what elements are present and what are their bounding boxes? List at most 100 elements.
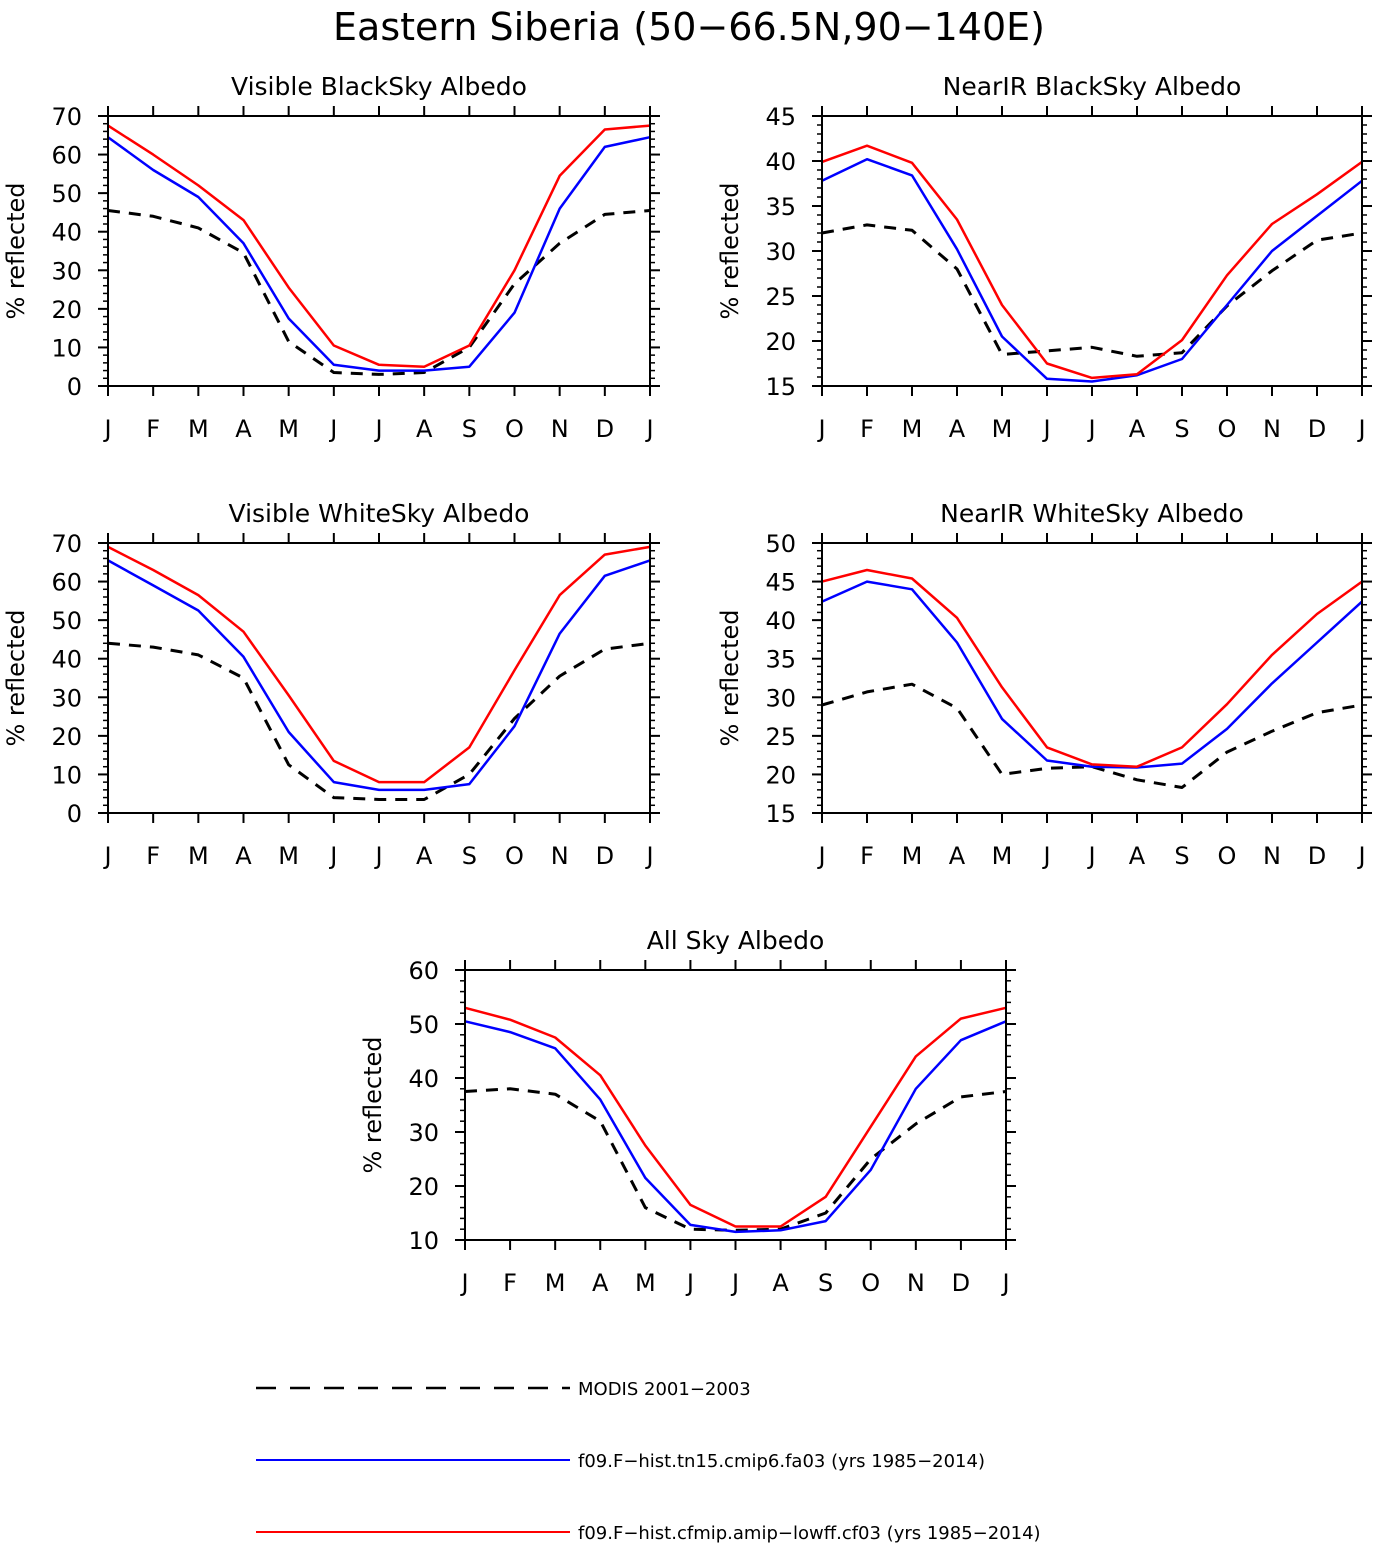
panel-title: All Sky Albedo (647, 926, 825, 955)
x-tick-label: J (1086, 842, 1095, 870)
x-tick-label: J (1041, 842, 1050, 870)
x-tick-label: M (278, 415, 299, 443)
x-tick-label: A (1129, 842, 1146, 870)
y-tick-label: 35 (765, 646, 796, 674)
x-tick-label: J (328, 842, 337, 870)
x-tick-label: A (1129, 415, 1146, 443)
x-tick-label: S (1174, 842, 1189, 870)
y-tick-label: 60 (408, 957, 439, 985)
x-tick-label: J (816, 842, 825, 870)
x-tick-label: J (644, 842, 653, 870)
x-tick-label: M (188, 415, 209, 443)
y-tick-label: 15 (765, 800, 796, 828)
y-tick-label: 40 (765, 607, 796, 635)
x-tick-label: M (902, 842, 923, 870)
x-tick-label: J (1000, 1269, 1009, 1297)
x-tick-label: J (373, 842, 382, 870)
legend-item-fa03: f09.F−hist.tn15.cmip6.fa03 (yrs 1985−201… (256, 1451, 985, 1472)
x-tick-label: S (818, 1269, 833, 1297)
x-tick-label: A (592, 1269, 609, 1297)
series-line-cf03 (821, 568, 1363, 768)
y-tick-label: 40 (51, 219, 82, 247)
x-tick-label: A (416, 415, 433, 443)
y-axis-label: % reflected (359, 1036, 387, 1173)
main-title: Eastern Siberia (50−66.5N,90−140E) (333, 5, 1045, 49)
x-tick-label: A (772, 1269, 789, 1297)
x-tick-label: F (503, 1269, 517, 1297)
legend: MODIS 2001−2003 f09.F−hist.tn15.cmip6.fa0… (256, 1379, 1041, 1544)
y-tick-label: 40 (765, 148, 796, 176)
y-axis-label: % reflected (716, 182, 744, 319)
x-tick-label: O (861, 1269, 880, 1297)
x-tick-label: J (1356, 415, 1365, 443)
plot-frame (107, 542, 651, 814)
series-line-cf03 (464, 1006, 1007, 1228)
x-tick-label: D (952, 1269, 970, 1297)
x-tick-label: J (1041, 415, 1050, 443)
y-tick-label: 30 (51, 257, 82, 285)
series-line-cf03 (107, 545, 651, 784)
legend-item-cf03: f09.F−hist.cfmip.amip−lowff.cf03 (yrs 19… (256, 1523, 1041, 1544)
y-axis-label: % reflected (2, 609, 30, 746)
y-tick-label: 30 (408, 1119, 439, 1147)
plot-frame (821, 115, 1363, 387)
series-line-fa03 (821, 580, 1363, 769)
y-tick-label: 60 (51, 142, 82, 170)
x-tick-label: N (1263, 415, 1281, 443)
x-tick-label: M (902, 415, 923, 443)
series-line-modis (464, 1087, 1007, 1232)
axis-ticks (98, 106, 660, 396)
axis-ticks (455, 960, 1016, 1250)
plot-frame (107, 115, 651, 387)
series-line-modis (107, 641, 651, 801)
x-tick-label: D (596, 415, 614, 443)
x-tick-label: O (1218, 842, 1237, 870)
legend-label: MODIS 2001−2003 (578, 1379, 751, 1400)
x-tick-label: S (1174, 415, 1189, 443)
y-tick-label: 20 (765, 761, 796, 789)
series-line-modis (821, 223, 1363, 358)
x-tick-label: F (860, 415, 874, 443)
y-tick-label: 0 (67, 373, 82, 401)
x-tick-label: J (644, 415, 653, 443)
y-tick-label: 0 (67, 800, 82, 828)
y-tick-label: 25 (765, 723, 796, 751)
x-tick-label: D (1308, 842, 1326, 870)
x-tick-label: N (907, 1269, 925, 1297)
x-tick-label: J (102, 842, 111, 870)
y-tick-label: 15 (765, 373, 796, 401)
x-tick-label: M (188, 842, 209, 870)
x-tick-label: J (1356, 842, 1365, 870)
x-tick-label: A (235, 842, 252, 870)
x-tick-label: M (545, 1269, 566, 1297)
y-tick-label: 30 (765, 684, 796, 712)
x-tick-label: N (551, 842, 569, 870)
y-tick-label: 20 (765, 328, 796, 356)
y-tick-label: 20 (51, 296, 82, 324)
x-tick-label: M (992, 842, 1013, 870)
x-tick-label: S (462, 842, 477, 870)
x-tick-label: J (816, 415, 825, 443)
x-tick-label: A (416, 842, 433, 870)
legend-item-modis: MODIS 2001−2003 (256, 1379, 751, 1400)
y-tick-label: 50 (408, 1011, 439, 1039)
y-tick-label: 45 (765, 103, 796, 131)
panel-title: NearIR BlackSky Albedo (943, 72, 1242, 101)
y-tick-label: 20 (408, 1173, 439, 1201)
plot-frame (821, 542, 1363, 814)
x-tick-label: J (730, 1269, 739, 1297)
y-tick-label: 30 (765, 238, 796, 266)
y-tick-label: 50 (51, 607, 82, 635)
y-tick-label: 30 (51, 684, 82, 712)
panel-title: Visible BlackSky Albedo (231, 72, 527, 101)
x-tick-label: J (373, 415, 382, 443)
x-tick-label: J (328, 415, 337, 443)
legend-label: f09.F−hist.cfmip.amip−lowff.cf03 (yrs 19… (578, 1523, 1041, 1544)
series-line-fa03 (107, 135, 651, 372)
x-tick-label: F (860, 842, 874, 870)
x-tick-label: J (102, 415, 111, 443)
